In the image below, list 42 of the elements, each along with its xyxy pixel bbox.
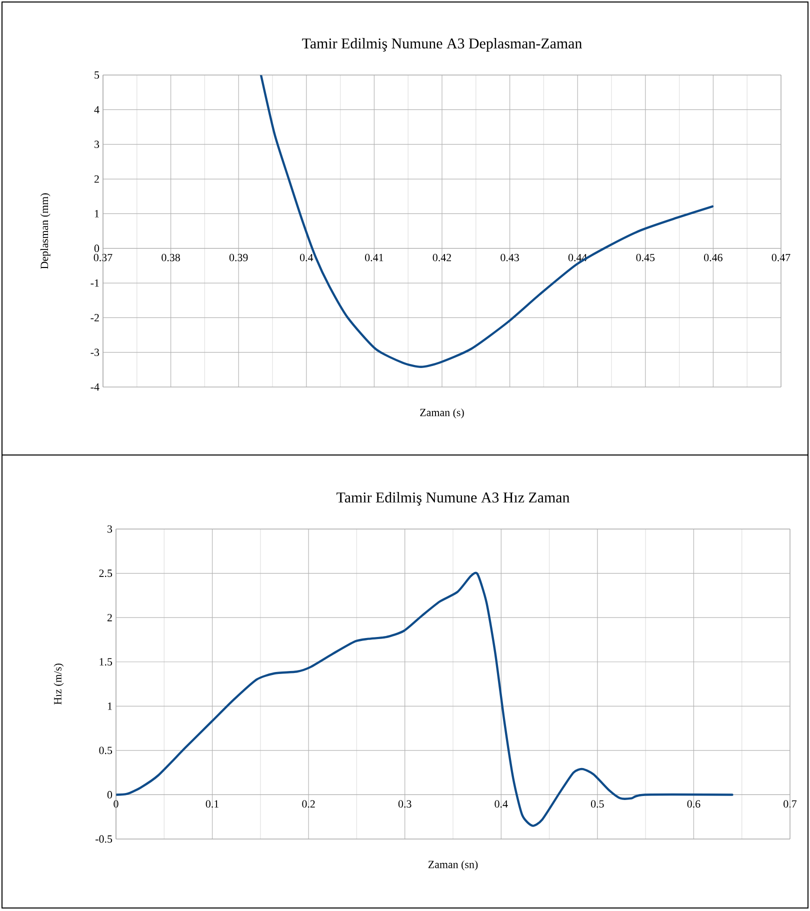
x-tick-label: 0.37 xyxy=(94,254,112,262)
y-tick-label: 3 xyxy=(94,140,100,148)
y-tick-label: -0.5 xyxy=(96,835,112,843)
y-tick-label: 5 xyxy=(94,71,100,79)
x-tick-label: 0.41 xyxy=(365,254,384,262)
y-tick-label: 1.5 xyxy=(100,658,112,666)
y-tick-label: 4 xyxy=(94,106,100,114)
x-tick-label: 0.6 xyxy=(687,800,700,808)
x-tick-label: 0.45 xyxy=(636,254,655,262)
y-tick-label: 0.5 xyxy=(99,746,112,754)
chart-title: Tamir Edilmiş Numune A3 Deplasman-Zaman xyxy=(302,38,582,52)
y-tick-label: 2 xyxy=(94,175,99,183)
y-tick-label: -4 xyxy=(90,383,100,391)
x-tick-label: 0.2 xyxy=(302,800,315,808)
x-tick-label: 0.47 xyxy=(772,254,790,262)
x-tick-label: 0.4 xyxy=(494,800,508,808)
x-tick-label: 0.1 xyxy=(206,800,218,808)
y-tick-label: 1 xyxy=(108,702,112,710)
x-tick-label: 0.43 xyxy=(500,254,519,262)
y-tick-label: 0 xyxy=(94,244,100,252)
x-tick-label: 0.4 xyxy=(300,254,314,262)
y-tick-label: -3 xyxy=(90,348,100,356)
x-tick-label: 0.5 xyxy=(591,800,604,808)
x-tick-label: 0.3 xyxy=(398,800,412,808)
y-tick-label: 3 xyxy=(108,525,112,533)
x-tick-label: 0.39 xyxy=(229,254,248,262)
x-axis-title: Zaman (s) xyxy=(420,408,464,418)
y-tick-label: -1 xyxy=(90,279,99,287)
y-tick-label: 2.5 xyxy=(99,570,112,578)
y-tick-label: 1 xyxy=(94,210,99,218)
x-tick-label: 0.46 xyxy=(704,254,722,262)
y-axis-title: Hız (m/s) xyxy=(54,664,64,705)
y-axis-title: Deplasman (mm) xyxy=(40,193,50,269)
y-tick-label: -2 xyxy=(90,314,99,322)
x-tick-label: 0.7 xyxy=(784,800,797,808)
y-tick-label: 2 xyxy=(107,614,112,622)
y-tick-label: 0 xyxy=(107,791,112,798)
chart-title: Tamir Edilmiş Numune A3 Hız Zaman xyxy=(336,492,570,506)
x-tick-label: 0.42 xyxy=(432,254,451,262)
x-tick-label: 0.38 xyxy=(162,254,180,262)
x-tick-label: 0 xyxy=(114,800,118,808)
x-axis-title: Zaman (sn) xyxy=(428,860,478,870)
